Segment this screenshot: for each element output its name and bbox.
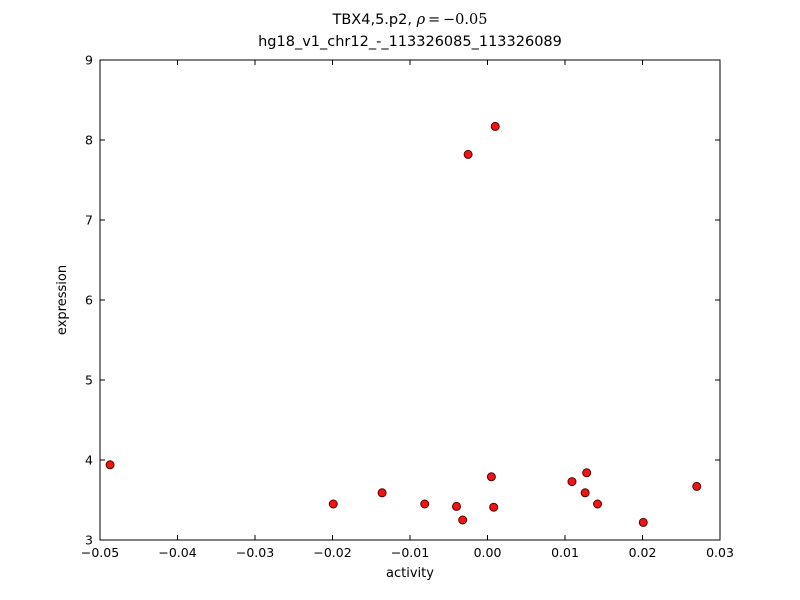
- data-point: [582, 468, 592, 478]
- chart-subtitle: hg18_v1_chr12_-_113326085_113326089: [258, 34, 562, 50]
- chart-title: TBX4,5.p2, ρ = −0.05: [332, 12, 488, 28]
- data-point: [580, 488, 590, 498]
- x-tick-label: −0.03: [236, 545, 274, 560]
- axis-tick-labels: −0.05 −0.04 −0.03 −0.02 −0.01 0.00 0.01 0.02 0.0…: [81, 53, 734, 561]
- data-point: [420, 499, 430, 509]
- x-tick-label: −0.01: [391, 545, 429, 560]
- data-points: [105, 121, 702, 527]
- data-point: [377, 488, 387, 498]
- y-tick-label: 6: [85, 293, 93, 308]
- x-tick-label: 0.00: [474, 545, 502, 560]
- y-axis-label: expression: [55, 265, 70, 335]
- y-tick-label: 7: [85, 213, 93, 228]
- y-tick-label: 8: [85, 133, 93, 148]
- x-tick-label: 0.02: [629, 545, 657, 560]
- axis-ticks: [99, 59, 721, 541]
- data-point: [489, 502, 499, 512]
- x-axis-label: activity: [386, 566, 434, 581]
- data-point: [593, 499, 603, 509]
- data-point: [638, 517, 648, 527]
- data-point: [567, 477, 577, 487]
- plot-border: [99, 59, 721, 541]
- chart-title-rho-value: = −0.05: [425, 12, 487, 28]
- data-point: [452, 501, 461, 511]
- x-tick-label: 0.01: [551, 545, 579, 560]
- data-point: [463, 149, 473, 159]
- data-point: [486, 472, 496, 482]
- data-point: [490, 121, 500, 131]
- chart-title-prefix: TBX4,5.p2,: [332, 12, 417, 28]
- y-tick-label: 3: [85, 533, 93, 548]
- data-point: [458, 515, 468, 525]
- x-tick-label: −0.02: [313, 545, 351, 560]
- data-point: [328, 499, 338, 509]
- chart-title-rho: ρ: [416, 12, 426, 28]
- y-tick-label: 9: [85, 53, 93, 68]
- y-tick-label: 4: [85, 453, 93, 468]
- x-tick-label: −0.04: [158, 545, 196, 560]
- x-tick-label: 0.03: [706, 545, 734, 560]
- data-point: [692, 481, 702, 491]
- data-point: [105, 460, 115, 470]
- x-tick-label: −0.05: [81, 545, 119, 560]
- y-tick-label: 5: [85, 373, 93, 388]
